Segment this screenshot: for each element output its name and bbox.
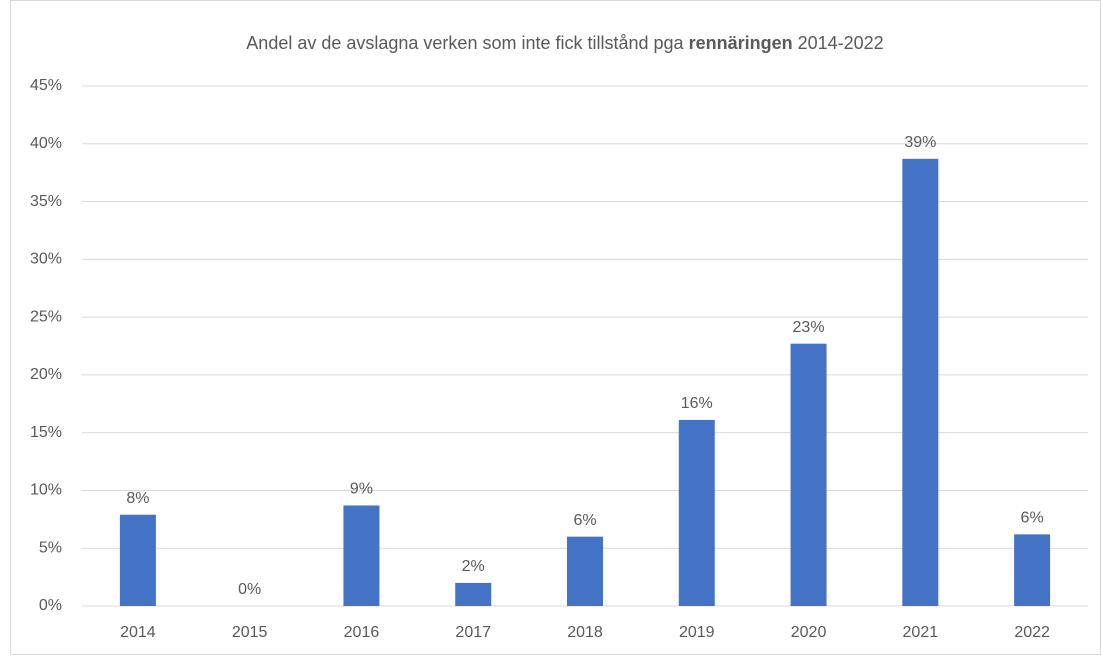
y-tick-label: 30% (30, 251, 62, 268)
y-tick-label: 20% (30, 366, 62, 383)
title-part: 2014-2022 (798, 33, 884, 53)
data-label: 16% (681, 395, 713, 412)
x-tick-label: 2015 (232, 624, 268, 641)
x-tick-label: 2014 (120, 624, 156, 641)
x-tick-label: 2016 (344, 624, 380, 641)
x-tick-label: 2021 (903, 624, 939, 641)
data-label: 8% (126, 490, 149, 507)
y-tick-label: 45% (30, 77, 62, 94)
bar (567, 536, 603, 606)
y-tick-label: 10% (30, 482, 62, 499)
y-tick-label: 5% (39, 539, 62, 556)
title-part: rennäringen (689, 33, 793, 53)
data-label: 39% (904, 134, 936, 151)
x-tick-label: 2018 (567, 624, 603, 641)
y-tick-label: 35% (30, 193, 62, 210)
data-label: 6% (573, 512, 596, 529)
y-tick-label: 25% (30, 308, 62, 325)
x-tick-label: 2019 (679, 624, 715, 641)
bar (343, 505, 380, 606)
data-label: 23% (793, 319, 825, 336)
chart-title: Andel av de avslagna verken som inte fic… (246, 33, 883, 53)
y-tick-label: 0% (39, 597, 62, 614)
bar (119, 514, 156, 606)
bar (902, 158, 939, 607)
x-tick-label: 2022 (1014, 624, 1050, 641)
x-tick-label: 2020 (791, 624, 827, 641)
title-part: Andel av de avslagna verken som inte fic… (246, 33, 684, 53)
bar (790, 343, 827, 606)
data-label: 9% (350, 481, 373, 498)
y-tick-label: 40% (30, 135, 62, 152)
bar (678, 419, 715, 606)
bar (1014, 534, 1051, 606)
bar (455, 582, 492, 606)
x-tick-label: 2017 (455, 624, 491, 641)
data-label: 2% (462, 558, 485, 575)
data-label: 0% (238, 581, 261, 598)
y-tick-label: 15% (30, 424, 62, 441)
data-label: 6% (1021, 510, 1044, 527)
